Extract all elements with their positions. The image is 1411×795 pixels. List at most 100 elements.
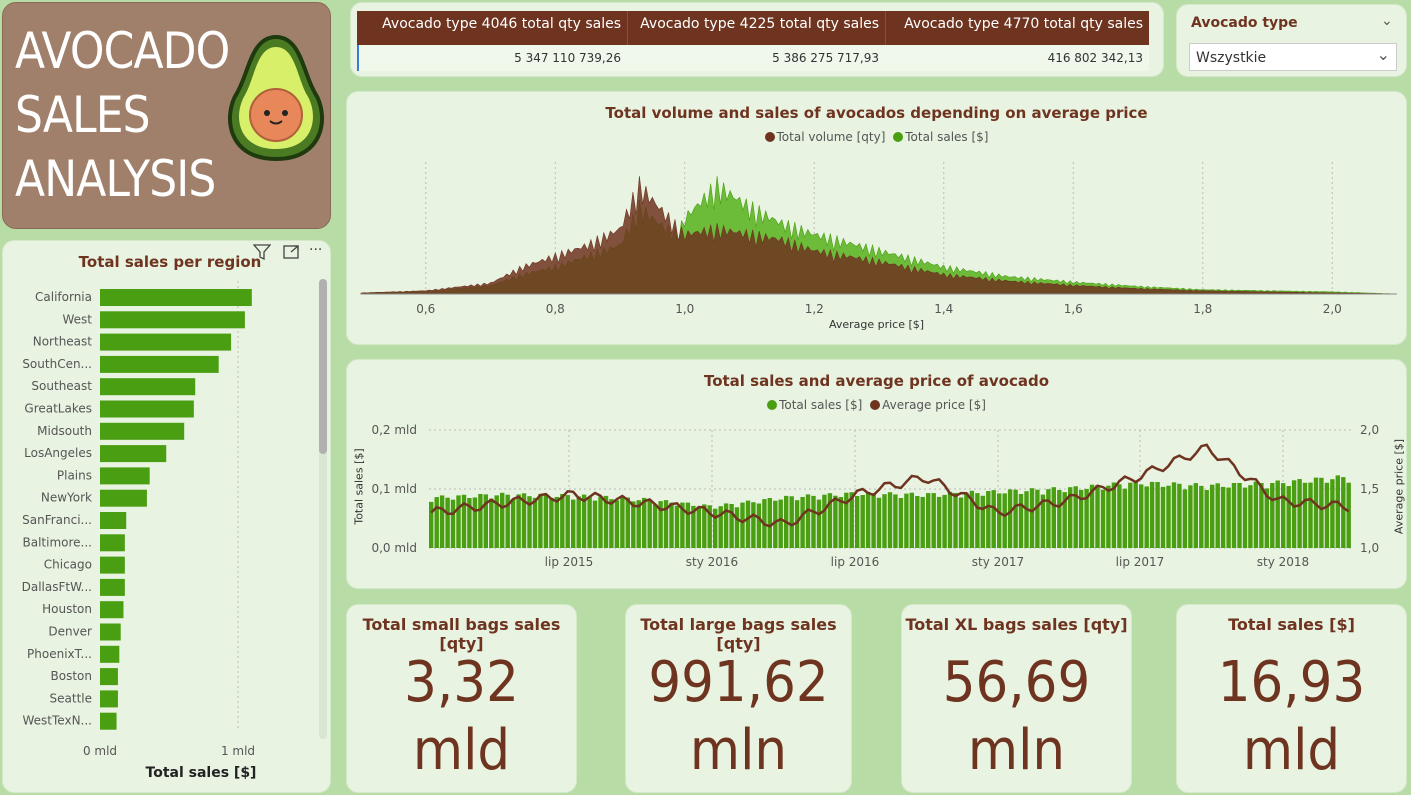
kpi-small-bags-unit: mld <box>412 718 511 783</box>
table-cell-4046: 5 347 110 739,26 <box>357 45 627 71</box>
kpi-large-bags-unit: mln <box>689 718 788 783</box>
timeseries-bar <box>887 492 893 548</box>
timeseries-bar <box>1117 484 1122 548</box>
slicer-collapse-chevron-icon[interactable]: ⌄ <box>1381 13 1393 29</box>
timeseries-bar <box>876 497 882 548</box>
timeseries-bar <box>429 501 434 548</box>
timeseries-bar <box>603 495 609 548</box>
timeseries-bar <box>1051 487 1056 548</box>
timeseries-bar <box>461 494 467 548</box>
table-cell-4225: 5 386 275 717,93 <box>627 45 885 71</box>
timeseries-bar <box>997 493 1002 548</box>
timeseries-bar <box>532 497 538 548</box>
focus-mode-icon[interactable] <box>283 244 303 262</box>
timeseries-bar <box>647 499 652 548</box>
timeseries-bar <box>827 493 833 548</box>
kpi-xl-bags-number: 56,69 <box>942 650 1091 715</box>
slicer-selected-value: Wszystkie <box>1196 50 1267 66</box>
timeseries-bar <box>1149 481 1155 548</box>
timeseries-bar <box>1270 483 1275 548</box>
more-options-icon[interactable]: ··· <box>309 242 323 258</box>
timeseries-bar <box>1199 485 1204 548</box>
region-bar <box>100 512 127 529</box>
timeseries-bar <box>450 499 456 548</box>
timeseries-bar <box>1024 491 1029 548</box>
legend-item-volume[interactable]: Total volume [qty] <box>764 130 885 144</box>
timeseries-bar <box>587 497 592 548</box>
kpi-small-bags: Total small bags sales [qty] 3,32 mld <box>346 604 577 793</box>
timeseries-bar <box>745 500 751 548</box>
filter-icon[interactable] <box>252 244 273 262</box>
timeseries-bar <box>767 498 772 548</box>
legend-item-total-sales[interactable]: Total sales [$] <box>767 398 862 412</box>
timeseries-bar <box>439 495 445 548</box>
timeseries-bar <box>1084 488 1089 548</box>
timeseries-bar <box>1297 479 1302 548</box>
timeseries-bar <box>1068 487 1073 548</box>
table-header-4770[interactable]: Avocado type 4770 total qty sales <box>885 11 1149 45</box>
slicer-dropdown[interactable]: Wszystkie ⌄ <box>1189 43 1397 71</box>
region-bar <box>100 311 245 329</box>
timeseries-bar <box>571 499 576 548</box>
timeseries-bar <box>702 504 707 548</box>
region-bar <box>100 578 125 596</box>
timeseries-bar <box>1078 489 1084 548</box>
timeseries-bar <box>718 506 723 548</box>
timeseries-bar <box>740 502 745 548</box>
region-x-tick: 0 mld <box>83 744 117 758</box>
timeseries-bar <box>871 493 876 548</box>
timeseries-bar <box>860 495 865 548</box>
timeseries-bar <box>1013 489 1018 548</box>
timeseries-bar <box>958 497 964 548</box>
table-header-4046[interactable]: Avocado type 4046 total qty sales <box>357 11 627 45</box>
kpi-large-bags-number: 991,62 <box>648 650 829 715</box>
timeseries-bar <box>953 492 958 548</box>
region-label: Boston <box>51 669 92 683</box>
region-label: SanFranci... <box>22 513 92 527</box>
legend-item-average-price[interactable]: Average price [$] <box>870 398 986 412</box>
region-bar <box>100 467 150 485</box>
timeseries-bar <box>669 502 674 548</box>
timeseries-bar <box>986 491 991 548</box>
timeseries-bar <box>1133 480 1138 548</box>
timeseries-bar <box>691 505 696 548</box>
histogram-x-tick: 0,6 <box>416 302 435 316</box>
avocado-type-table: Avocado type 4046 total qty sales Avocad… <box>350 2 1164 77</box>
region-bar <box>100 355 219 373</box>
region-bar <box>100 289 252 306</box>
timeseries-bar <box>1313 477 1319 548</box>
kpi-large-bags-title: Total large bags sales [qty] <box>640 615 837 653</box>
kpi-small-bags-number: 3,32 <box>404 650 519 715</box>
region-label: DallasFtW... <box>22 580 92 594</box>
timeseries-x-tick: sty 2016 <box>686 555 738 569</box>
region-label: NewYork <box>41 491 92 505</box>
timeseries-title: Total sales and average price of avocado <box>703 372 1050 390</box>
timeseries-y-right-tick: 2,0 <box>1360 423 1379 437</box>
timeseries-bar <box>505 494 510 548</box>
timeseries-bar <box>1242 487 1248 548</box>
timeseries-bar <box>882 494 887 548</box>
timeseries-bar <box>1029 488 1035 548</box>
timeseries-bar <box>592 500 598 548</box>
region-bar <box>100 623 121 641</box>
avocado-logo-icon <box>228 34 324 162</box>
region-label: PhoenixT... <box>27 647 92 661</box>
timeseries-bar <box>942 494 947 548</box>
timeseries-bar <box>1226 487 1231 548</box>
timeseries-bar <box>844 492 849 548</box>
timeseries-bar <box>609 499 614 548</box>
timeseries-bar <box>1177 483 1182 548</box>
timeseries-bar <box>581 494 587 548</box>
table-header-4225[interactable]: Avocado type 4225 total qty sales <box>627 11 885 45</box>
legend-item-sales[interactable]: Total sales [$] <box>893 130 988 144</box>
region-label: Midsouth <box>37 424 92 438</box>
region-scrollbar[interactable] <box>319 279 327 739</box>
table-cell-4770: 416 802 342,13 <box>885 45 1149 71</box>
timeseries-card: Total sales and average price of avocado… <box>346 359 1407 589</box>
timeseries-bar <box>489 498 494 548</box>
region-label: Seattle <box>50 691 92 705</box>
region-scrollbar-thumb[interactable] <box>319 279 327 454</box>
timeseries-bar <box>658 501 663 548</box>
histogram-x-tick: 1,6 <box>1064 302 1083 316</box>
timeseries-bar <box>1018 494 1024 548</box>
